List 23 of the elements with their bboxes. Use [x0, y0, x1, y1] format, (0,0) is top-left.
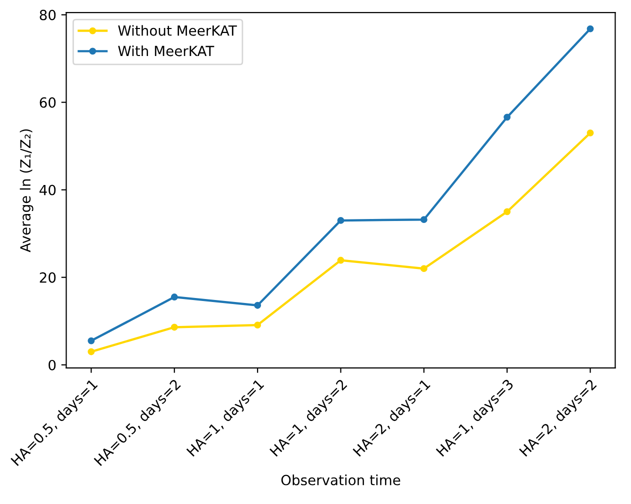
point — [337, 216, 344, 224]
point — [88, 337, 95, 344]
point — [586, 25, 594, 32]
point — [504, 208, 511, 216]
y-tick-label: 60 — [40, 97, 56, 108]
point — [420, 265, 428, 272]
point — [504, 114, 511, 121]
point — [420, 216, 428, 224]
y-tick-label: 0 — [48, 360, 56, 370]
point — [337, 256, 344, 264]
point — [88, 348, 95, 356]
point — [254, 322, 262, 329]
legend-label: Without MeerKAT — [118, 25, 237, 36]
legend-label: With MeerKAT — [118, 45, 214, 56]
point — [170, 294, 178, 301]
point — [170, 324, 178, 331]
y-tick-label: 80 — [40, 10, 56, 20]
y-axis-title: Average ln (Z₁/Z₂) — [20, 129, 34, 252]
y-tick-label: 20 — [40, 272, 56, 283]
y-tick-label: 40 — [40, 184, 56, 196]
point — [254, 302, 262, 309]
x-axis-title: Observation time — [281, 474, 400, 486]
point — [586, 129, 594, 136]
